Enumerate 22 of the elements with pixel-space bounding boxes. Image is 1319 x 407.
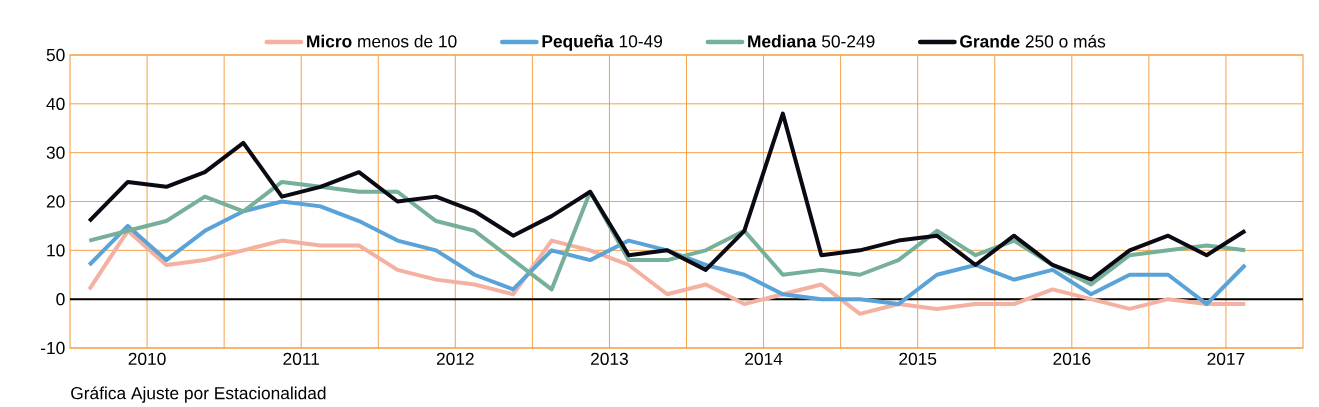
legend-label: Grande 250 o más (960, 34, 1106, 48)
x-tick-label: 2016 (1053, 352, 1091, 365)
y-tick-label: 10 (47, 244, 65, 257)
x-tick-label: 2011 (283, 352, 319, 365)
text: Gráfica Ajuste por Estacionalidad (71, 386, 326, 403)
legend-label: Pequeña 10-49 (542, 34, 663, 51)
line-series (87, 199, 1248, 307)
y-tick-label: 20 (46, 195, 65, 208)
legend-label: Mediana 50-249 (748, 34, 875, 48)
y-tick-label: -10 (41, 341, 65, 355)
x-tick-label: 2015 (899, 352, 937, 365)
x-tick-label: 2013 (591, 352, 628, 365)
x-tick-label: 2010 (128, 352, 166, 365)
y-tick-label: 40 (46, 97, 65, 110)
x-tick-label: 2017 (1207, 352, 1245, 365)
y-tick-label: 50 (46, 48, 65, 62)
line-series (87, 111, 1248, 282)
y-tick-label: 0 (56, 293, 65, 306)
legend-label: Micro menos de 10 (307, 34, 457, 48)
x-tick-label: 2014 (745, 352, 783, 365)
y-tick-label: 30 (46, 146, 65, 159)
x-tick-label: 2012 (436, 352, 474, 365)
